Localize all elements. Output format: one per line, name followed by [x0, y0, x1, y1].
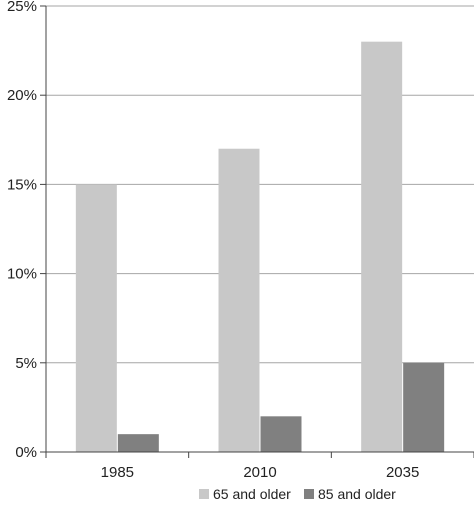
legend: 65 and older 85 and older: [199, 486, 396, 502]
x-tick-label: 2010: [243, 464, 276, 481]
x-tick-label: 2035: [386, 464, 419, 481]
x-tick-label: 1985: [101, 464, 134, 481]
legend-label: 85 and older: [318, 486, 396, 502]
y-tick-label: 15%: [7, 176, 37, 193]
bar-85-and-older-1985: [117, 434, 159, 452]
bar-85-and-older-2010: [260, 416, 302, 452]
y-tick-label: 5%: [15, 355, 37, 372]
y-axis: 0% 5% 10% 15% 20% 25%: [7, 0, 47, 461]
bar-65-and-older-1985: [75, 184, 117, 452]
y-tick-label: 25%: [7, 0, 37, 15]
y-tick-label: 0%: [15, 444, 37, 461]
bar-85-and-older-2035: [403, 362, 445, 452]
bar-65-and-older-2010: [218, 148, 260, 452]
x-axis: 1985 2010 2035: [45, 451, 474, 481]
bars: [75, 41, 445, 453]
bar-65-and-older-2035: [361, 41, 403, 453]
legend-label: 65 and older: [213, 486, 291, 502]
y-tick-label: 10%: [7, 266, 37, 283]
y-tick-label: 20%: [7, 87, 37, 104]
legend-swatch: [304, 489, 314, 499]
legend-swatch: [199, 489, 209, 499]
